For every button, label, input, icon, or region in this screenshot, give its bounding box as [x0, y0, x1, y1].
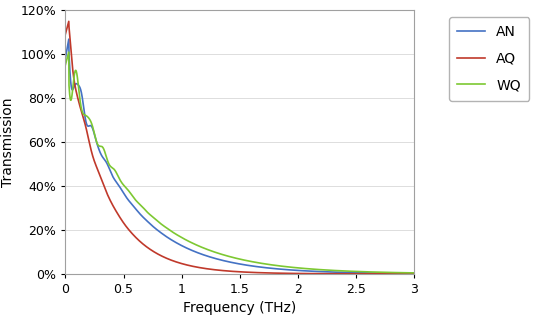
- Line: AQ: AQ: [65, 21, 414, 274]
- Y-axis label: Transmission: Transmission: [1, 97, 15, 187]
- WQ: [211, 250, 217, 254]
- AQ: [211, 268, 217, 272]
- AN: [404, 272, 411, 276]
- X-axis label: Frequency (THz): Frequency (THz): [183, 302, 296, 315]
- WQ: [196, 244, 203, 248]
- AN: [411, 272, 417, 276]
- AQ: [367, 272, 373, 276]
- WQ: [367, 270, 373, 274]
- Line: AN: AN: [65, 39, 414, 274]
- AQ: [102, 187, 108, 191]
- AN: [65, 37, 72, 41]
- AN: [196, 251, 203, 255]
- WQ: [62, 63, 69, 67]
- Legend: AN, AQ, WQ: AN, AQ, WQ: [449, 17, 529, 101]
- AQ: [404, 272, 411, 276]
- WQ: [102, 151, 108, 155]
- WQ: [123, 186, 129, 190]
- AQ: [411, 272, 417, 276]
- AQ: [196, 266, 203, 270]
- AQ: [62, 32, 69, 36]
- WQ: [404, 271, 411, 275]
- WQ: [411, 271, 417, 275]
- Line: WQ: WQ: [65, 52, 414, 273]
- AN: [62, 56, 69, 60]
- AQ: [123, 224, 129, 228]
- AN: [367, 271, 373, 275]
- AN: [211, 256, 217, 260]
- WQ: [65, 50, 72, 54]
- AN: [123, 195, 129, 199]
- AN: [102, 159, 108, 163]
- AQ: [65, 19, 72, 23]
